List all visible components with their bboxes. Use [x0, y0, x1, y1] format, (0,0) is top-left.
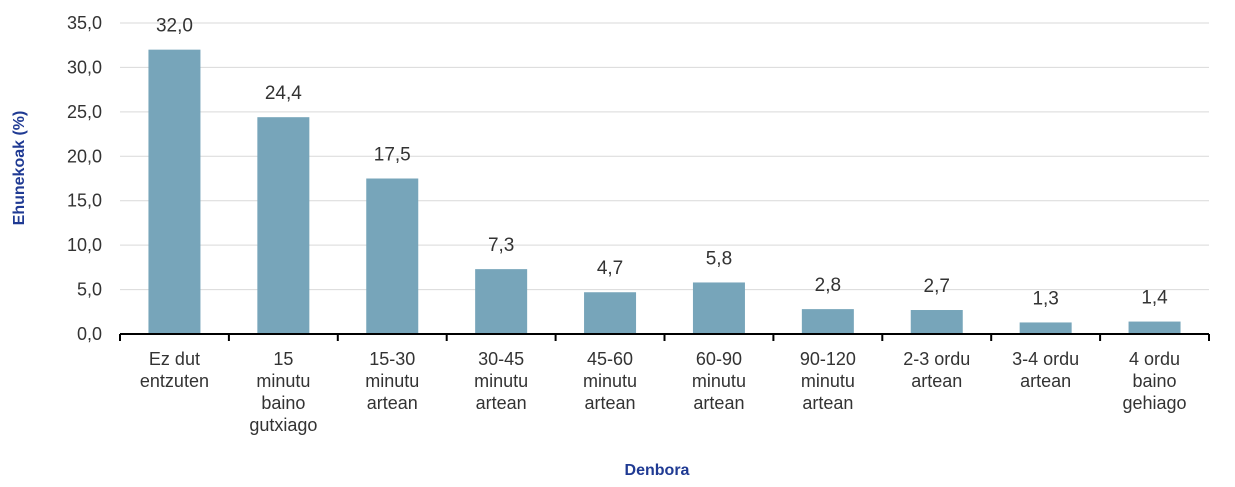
y-tick-label: 30,0 — [67, 57, 102, 77]
bar — [801, 309, 854, 334]
bar — [475, 269, 528, 334]
x-tick-label: 90-120 minutu artean — [800, 349, 856, 413]
bar — [1128, 321, 1181, 334]
bar — [148, 49, 201, 335]
bar — [1019, 322, 1072, 334]
data-label: 5,8 — [706, 248, 732, 269]
data-label: 2,7 — [924, 276, 950, 297]
bars — [148, 49, 1181, 335]
data-label: 32,0 — [156, 16, 193, 37]
x-tick-label: 15-30 minutu artean — [365, 349, 419, 413]
data-label: 7,3 — [488, 235, 514, 256]
y-tick-label: 0,0 — [77, 324, 102, 344]
bar — [366, 178, 419, 334]
data-label: 4,7 — [597, 258, 623, 279]
x-tick-label: Ez dut entzuten — [140, 349, 209, 391]
bar — [257, 117, 310, 334]
x-tick-label: 4 ordu baino gehiago — [1123, 349, 1187, 413]
x-axis-title: Denbora — [625, 462, 690, 479]
x-tick-label: 60-90 minutu artean — [692, 349, 746, 413]
bar — [584, 292, 637, 334]
data-label: 17,5 — [374, 145, 411, 166]
y-tick-label: 35,0 — [67, 13, 102, 33]
data-label: 1,4 — [1141, 288, 1168, 309]
data-labels: 32,0 24,4 17,5 7,3 4,7 5,8 2,8 2,7 1,3 1,4 — [156, 16, 1168, 310]
x-tick-label: 30-45 minutu artean — [474, 349, 528, 413]
x-tick-label: 2-3 ordu artean — [903, 349, 970, 391]
x-tick-label: 45-60 minutu artean — [583, 349, 637, 413]
data-label: 1,3 — [1032, 288, 1058, 309]
y-tick-label: 15,0 — [67, 191, 102, 211]
x-tick-label: 3-4 ordu artean — [1012, 349, 1079, 391]
y-tick-label: 10,0 — [67, 235, 102, 255]
data-label: 2,8 — [815, 275, 841, 296]
y-tick-label: 25,0 — [67, 102, 102, 122]
y-tick-label: 5,0 — [77, 280, 102, 300]
y-tick-label: 20,0 — [67, 146, 102, 166]
bar — [910, 310, 963, 334]
bar — [692, 282, 745, 334]
axes: 0,0 5,0 10,0 15,0 20,0 25,0 30,0 35,0 Ez dut entz… — [67, 13, 1210, 435]
data-label: 24,4 — [265, 83, 302, 104]
x-tick-label: 15 minutu baino gutxiago — [249, 349, 317, 435]
y-axis-title: Ehunekoak (%) — [11, 111, 28, 226]
